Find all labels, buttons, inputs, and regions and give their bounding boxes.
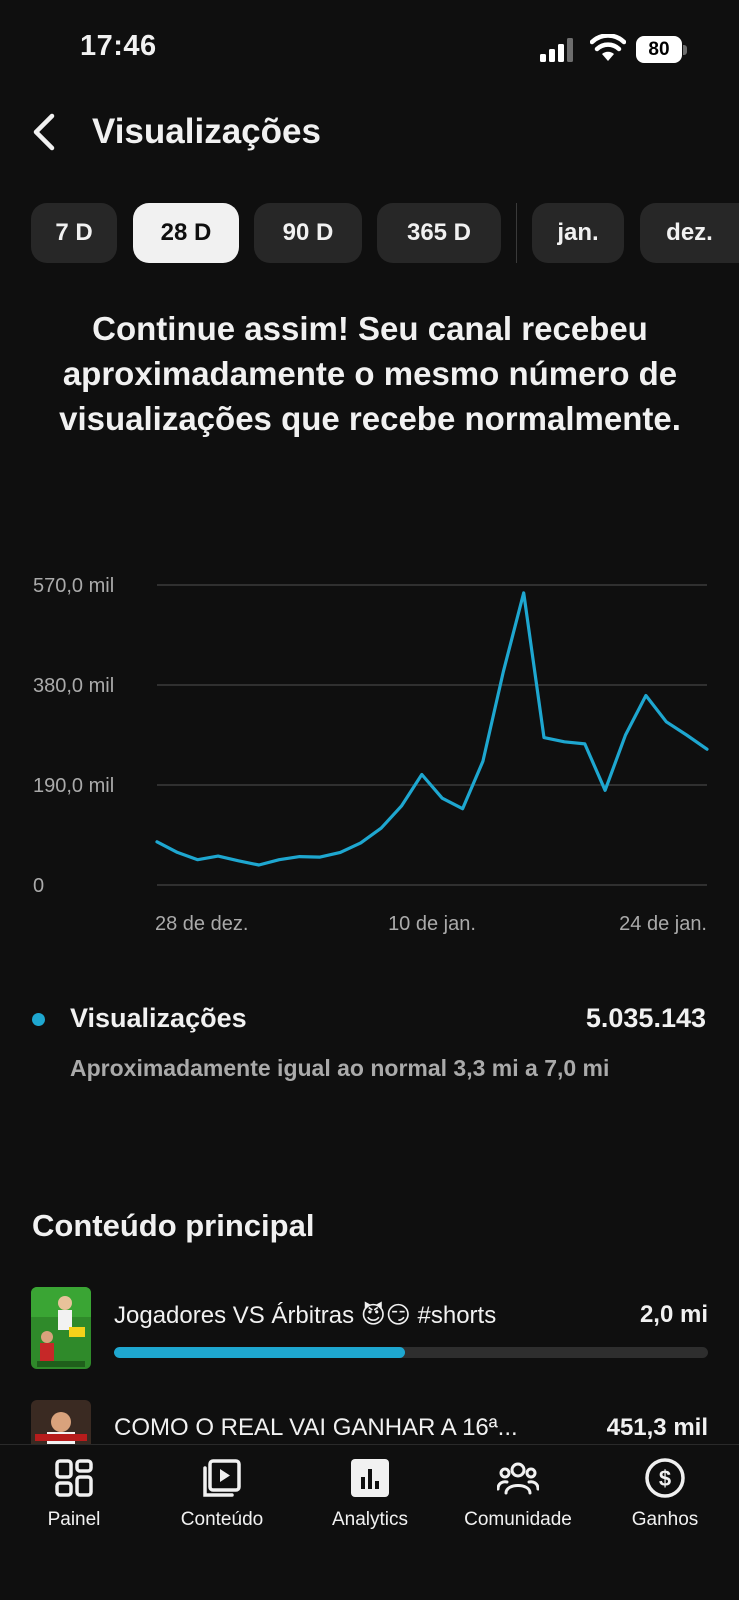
community-icon	[497, 1462, 539, 1495]
battery-icon: 80	[636, 36, 688, 64]
cellular-signal-icon	[540, 38, 573, 62]
content-views: 2,0 mi	[639, 1301, 708, 1328]
earnings-icon: $	[645, 1458, 685, 1498]
wifi-icon	[590, 34, 626, 61]
x-tick-label: 10 de jan.	[388, 913, 476, 935]
chip-divider	[516, 203, 517, 263]
status-bar: 17:46 80	[0, 0, 739, 100]
y-tick-label: 190,0 mil	[33, 775, 114, 797]
insight-message: Continue assim! Seu canal recebeu aproxi…	[59, 310, 681, 437]
metric-name: Visualizações	[70, 1003, 247, 1033]
chip-jan[interactable]: jan.	[532, 203, 624, 263]
chip-365d[interactable]: 365 D	[377, 203, 501, 263]
content-views: 451,3 mil	[606, 1414, 708, 1441]
status-time: 17:46	[80, 30, 157, 62]
x-tick-label: 24 de jan.	[619, 913, 707, 935]
y-tick-label: 570,0 mil	[33, 575, 114, 597]
content-title: COMO O REAL VAI GANHAR A 16ª...	[114, 1414, 518, 1441]
page-title: Visualizações	[92, 112, 321, 151]
nav-label: Ganhos	[631, 1509, 699, 1530]
chip-28d[interactable]: 28 D	[133, 203, 239, 263]
metric-value: 5.035.143	[585, 1003, 706, 1033]
nav-ganhos[interactable]: $ Ganhos	[591, 1457, 739, 1531]
back-arrow-icon[interactable]	[28, 110, 62, 154]
y-tick-label: 380,0 mil	[33, 675, 114, 697]
nav-label: Painel	[47, 1509, 101, 1530]
nav-comunidade[interactable]: Comunidade	[444, 1457, 592, 1531]
content-icon	[203, 1459, 241, 1497]
series-dot-icon	[32, 1013, 45, 1026]
nav-label: Comunidade	[464, 1509, 572, 1530]
y-tick-label: 0	[33, 875, 44, 897]
dashboard-icon	[55, 1459, 93, 1497]
views-line-chart: 570,0 mil 380,0 mil 190,0 mil 0 28 de dez. 10…	[33, 575, 709, 935]
content-share-bar	[114, 1347, 708, 1358]
svg-text:$: $	[659, 1466, 671, 1491]
chip-dez[interactable]: dez.	[640, 203, 739, 263]
video-thumbnail	[31, 1287, 91, 1369]
battery-level: 80	[636, 36, 682, 63]
chip-7d[interactable]: 7 D	[31, 203, 117, 263]
nav-analytics[interactable]: Analytics	[296, 1457, 444, 1531]
metric-range: Aproximadamente igual ao normal 3,3 mi a…	[70, 1055, 610, 1081]
content-item[interactable]: Jogadores VS Árbitras 😈😏 #shorts 2,0 mi	[0, 1287, 739, 1377]
section-title: Conteúdo principal	[32, 1208, 315, 1243]
chip-90d[interactable]: 90 D	[254, 203, 362, 263]
bottom-navigation: Painel Conteúdo Analytics Comunidade	[0, 1444, 739, 1600]
content-title: Jogadores VS Árbitras 😈😏 #shorts	[114, 1302, 497, 1329]
analytics-icon	[351, 1459, 389, 1497]
x-tick-label: 28 de dez.	[155, 913, 248, 935]
series-line-visualizacoes	[155, 591, 709, 867]
nav-label: Analytics	[331, 1509, 409, 1530]
nav-painel[interactable]: Painel	[0, 1457, 148, 1531]
nav-label: Conteúdo	[180, 1509, 264, 1530]
nav-conteudo[interactable]: Conteúdo	[148, 1457, 296, 1531]
